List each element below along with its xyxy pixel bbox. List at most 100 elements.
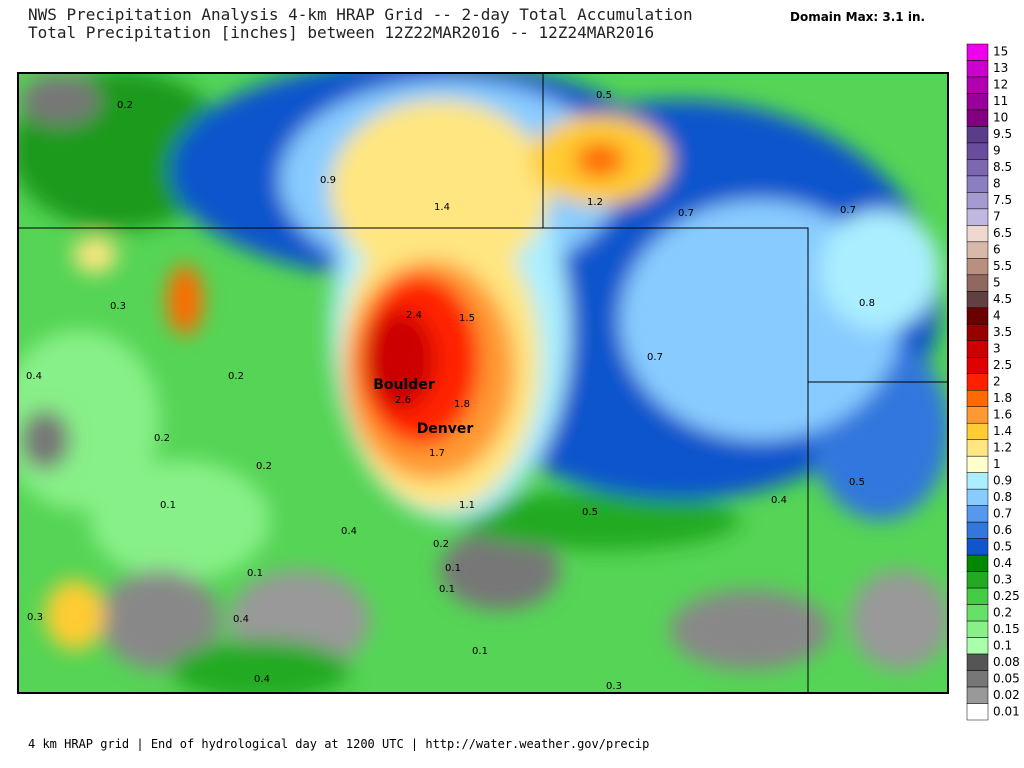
legend-swatch: [966, 60, 989, 78]
legend-swatch: [966, 488, 989, 506]
legend-label: 1.6: [993, 407, 1012, 421]
amount-label: 0.7: [678, 208, 694, 219]
amount-label: 0.5: [596, 90, 612, 101]
amount-label: 0.1: [445, 563, 461, 574]
legend-swatch: [966, 571, 989, 589]
amount-label: 0.8: [859, 298, 875, 309]
legend-swatch: [966, 604, 989, 622]
amount-label: 0.3: [606, 681, 622, 692]
legend-swatch: [966, 208, 989, 226]
legend-label: 7.5: [993, 193, 1012, 207]
legend-swatch: [966, 439, 989, 457]
legend-label: 2: [993, 375, 1001, 389]
legend-label: 12: [993, 78, 1008, 92]
legend-swatch: [966, 620, 989, 638]
amount-label: 0.4: [26, 371, 42, 382]
amount-label: 0.7: [840, 205, 856, 216]
amount-label: 0.1: [439, 584, 455, 595]
legend-label: 9.5: [993, 127, 1012, 141]
legend-label: 0.02: [993, 688, 1020, 702]
amount-label: 0.4: [341, 526, 357, 537]
footer: 4 km HRAP grid | End of hydrological day…: [28, 737, 649, 751]
amount-label: 0.4: [771, 495, 787, 506]
legend-label: 0.08: [993, 655, 1020, 669]
amount-label: 1.8: [454, 399, 470, 410]
legend-swatch: [966, 192, 989, 210]
amount-label: 0.9: [320, 175, 336, 186]
legend-swatch: [966, 587, 989, 605]
amount-label: 1.7: [429, 448, 445, 459]
legend-label: 4: [993, 309, 1001, 323]
legend-label: 0.5: [993, 539, 1012, 553]
legend-label: 8: [993, 177, 1001, 191]
amount-label: 1.4: [434, 202, 450, 213]
legend-label: 1: [993, 457, 1001, 471]
city-label: Denver: [417, 421, 474, 437]
amount-label: 0.2: [433, 539, 449, 550]
legend-label: 2.5: [993, 358, 1012, 372]
legend-label: 11: [993, 94, 1008, 108]
legend-swatch: [966, 274, 989, 292]
legend-swatch: [966, 670, 989, 688]
legend-label: 0.4: [993, 556, 1012, 570]
legend-label: 0.7: [993, 506, 1012, 520]
amount-label: 0.2: [256, 461, 272, 472]
legend-swatch: [966, 43, 989, 61]
legend-label: 0.01: [993, 704, 1020, 718]
legend-label: 0.25: [993, 589, 1020, 603]
map-frame: [17, 72, 949, 694]
subtitle: Total Precipitation [inches] between 12Z…: [28, 23, 654, 42]
legend-swatch: [966, 307, 989, 325]
legend-swatch: [966, 472, 989, 490]
precip-map: [18, 73, 948, 693]
legend-swatch: [966, 76, 989, 94]
legend-label: 0.2: [993, 605, 1012, 619]
amount-label: 0.5: [849, 477, 865, 488]
legend-swatch: [966, 373, 989, 391]
legend-label: 0.1: [993, 638, 1012, 652]
legend-swatch: [966, 406, 989, 424]
legend-swatch: [966, 455, 989, 473]
legend-label: 0.6: [993, 523, 1012, 537]
legend-label: 6: [993, 243, 1001, 257]
legend-swatch: [966, 538, 989, 556]
legend-swatch: [966, 703, 989, 721]
legend-swatch: [966, 126, 989, 144]
legend-label: 0.9: [993, 473, 1012, 487]
legend-swatch: [966, 291, 989, 309]
legend-swatch: [966, 258, 989, 276]
amount-label: 0.4: [233, 614, 249, 625]
legend-label: 10: [993, 111, 1008, 125]
legend-label: 7: [993, 210, 1001, 224]
legend-swatch: [966, 241, 989, 259]
amount-label: 0.1: [247, 568, 263, 579]
city-label: Boulder: [373, 377, 435, 393]
legend-label: 9: [993, 144, 1001, 158]
amount-label: 0.3: [110, 301, 126, 312]
legend-label: 3.5: [993, 325, 1012, 339]
legend-label: 0.8: [993, 490, 1012, 504]
amount-label: 0.2: [154, 433, 170, 444]
amount-label: 0.2: [117, 100, 133, 111]
amount-label: 0.5: [582, 507, 598, 518]
legend-swatch: [966, 637, 989, 655]
amount-label: 0.1: [472, 646, 488, 657]
legend-label: 6.5: [993, 226, 1012, 240]
legend-label: 15: [993, 45, 1008, 59]
amount-label: 0.4: [254, 674, 270, 685]
domain-max: Domain Max: 3.1 in.: [790, 10, 925, 24]
legend-label: 0.15: [993, 622, 1020, 636]
legend-label: 5: [993, 276, 1001, 290]
amount-label: 2.6: [395, 395, 411, 406]
legend-label: 1.8: [993, 391, 1012, 405]
legend-swatch: [966, 340, 989, 358]
legend-swatch: [966, 93, 989, 111]
amount-label: 2.4: [406, 310, 422, 321]
legend-label: 1.4: [993, 424, 1012, 438]
amount-label: 0.7: [647, 352, 663, 363]
legend-swatch: [966, 554, 989, 572]
amount-label: 0.3: [27, 612, 43, 623]
legend-swatch: [966, 505, 989, 523]
legend-swatch: [966, 521, 989, 539]
